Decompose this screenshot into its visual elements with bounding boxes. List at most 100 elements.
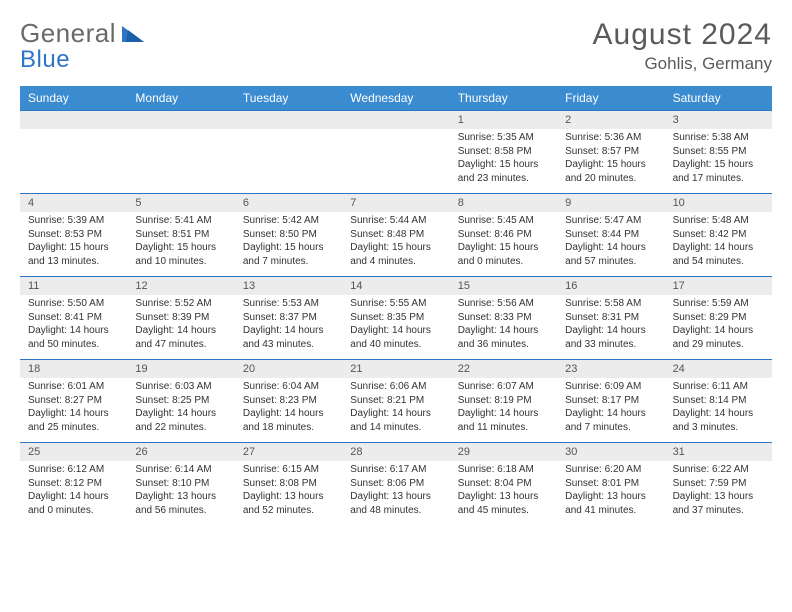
sunrise-text: Sunrise: 6:04 AM <box>243 380 334 394</box>
sunset-text: Sunset: 8:10 PM <box>135 477 226 491</box>
logo-triangle-icon <box>122 24 144 47</box>
daylight-text: Daylight: 14 hours and 40 minutes. <box>350 324 441 351</box>
day-cell: Sunrise: 6:06 AMSunset: 8:21 PMDaylight:… <box>342 378 449 442</box>
day-cell: Sunrise: 6:09 AMSunset: 8:17 PMDaylight:… <box>557 378 664 442</box>
sunrise-text: Sunrise: 6:20 AM <box>565 463 656 477</box>
day-number: 28 <box>342 443 449 461</box>
sunset-text: Sunset: 8:29 PM <box>673 311 764 325</box>
sunrise-text: Sunrise: 6:22 AM <box>673 463 764 477</box>
day-number <box>342 111 449 129</box>
day-cell <box>127 129 234 193</box>
day-cell: Sunrise: 6:04 AMSunset: 8:23 PMDaylight:… <box>235 378 342 442</box>
day-cell: Sunrise: 5:59 AMSunset: 8:29 PMDaylight:… <box>665 295 772 359</box>
sunrise-text: Sunrise: 6:18 AM <box>458 463 549 477</box>
sunrise-text: Sunrise: 6:12 AM <box>28 463 119 477</box>
sunset-text: Sunset: 8:21 PM <box>350 394 441 408</box>
sunrise-text: Sunrise: 5:59 AM <box>673 297 764 311</box>
data-row: Sunrise: 5:39 AMSunset: 8:53 PMDaylight:… <box>20 212 772 276</box>
day-number: 13 <box>235 277 342 295</box>
sunrise-text: Sunrise: 5:50 AM <box>28 297 119 311</box>
day-cell: Sunrise: 5:47 AMSunset: 8:44 PMDaylight:… <box>557 212 664 276</box>
header: General August 2024 Gohlis, Germany <box>20 18 772 74</box>
day-number: 21 <box>342 360 449 378</box>
day-number: 23 <box>557 360 664 378</box>
day-number <box>20 111 127 129</box>
daylight-text: Daylight: 15 hours and 7 minutes. <box>243 241 334 268</box>
daylight-text: Daylight: 15 hours and 23 minutes. <box>458 158 549 185</box>
sunset-text: Sunset: 8:46 PM <box>458 228 549 242</box>
data-row: Sunrise: 6:12 AMSunset: 8:12 PMDaylight:… <box>20 461 772 525</box>
sunrise-text: Sunrise: 5:38 AM <box>673 131 764 145</box>
day-number: 6 <box>235 194 342 212</box>
logo-sub: Blue <box>20 46 70 74</box>
daylight-text: Daylight: 14 hours and 14 minutes. <box>350 407 441 434</box>
sunrise-text: Sunrise: 6:09 AM <box>565 380 656 394</box>
data-row: Sunrise: 6:01 AMSunset: 8:27 PMDaylight:… <box>20 378 772 442</box>
daynum-row: 123 <box>20 110 772 129</box>
daylight-text: Daylight: 15 hours and 13 minutes. <box>28 241 119 268</box>
location: Gohlis, Germany <box>593 54 772 74</box>
day-number: 7 <box>342 194 449 212</box>
sunset-text: Sunset: 8:44 PM <box>565 228 656 242</box>
dow-header: Wednesday <box>342 86 449 110</box>
sunset-text: Sunset: 8:41 PM <box>28 311 119 325</box>
day-number: 31 <box>665 443 772 461</box>
sunset-text: Sunset: 8:04 PM <box>458 477 549 491</box>
sunrise-text: Sunrise: 5:52 AM <box>135 297 226 311</box>
day-number: 29 <box>450 443 557 461</box>
data-row: Sunrise: 5:50 AMSunset: 8:41 PM Daylight:… <box>20 295 772 359</box>
daylight-text: Daylight: 13 hours and 48 minutes. <box>350 490 441 517</box>
sunrise-text: Sunrise: 6:14 AM <box>135 463 226 477</box>
day-number: 2 <box>557 111 664 129</box>
day-cell: Sunrise: 5:38 AMSunset: 8:55 PMDaylight:… <box>665 129 772 193</box>
sunset-text: Sunset: 8:19 PM <box>458 394 549 408</box>
sunrise-text: Sunrise: 6:03 AM <box>135 380 226 394</box>
sunset-text: Sunset: 8:33 PM <box>458 311 549 325</box>
day-cell: Sunrise: 6:15 AMSunset: 8:08 PMDaylight:… <box>235 461 342 525</box>
sunset-text: Sunset: 8:27 PM <box>28 394 119 408</box>
dow-header: Monday <box>127 86 234 110</box>
sunset-text: Sunset: 8:39 PM <box>135 311 226 325</box>
daylight-text: Daylight: 15 hours and 20 minutes. <box>565 158 656 185</box>
day-number: 3 <box>665 111 772 129</box>
logo-text-left: General <box>20 18 116 49</box>
day-number: 17 <box>665 277 772 295</box>
day-number: 25 <box>20 443 127 461</box>
sunrise-text: Sunrise: 5:55 AM <box>350 297 441 311</box>
daynum-row: 11121314151617 <box>20 276 772 295</box>
dow-header-row: SundayMondayTuesdayWednesdayThursdayFrid… <box>20 86 772 110</box>
day-cell: Sunrise: 6:17 AMSunset: 8:06 PMDaylight:… <box>342 461 449 525</box>
daylight-text: Daylight: 14 hours and 43 minutes. <box>243 324 334 351</box>
daynum-row: 18192021222324 <box>20 359 772 378</box>
day-cell <box>235 129 342 193</box>
day-cell: Sunrise: 5:36 AMSunset: 8:57 PMDaylight:… <box>557 129 664 193</box>
day-cell: Sunrise: 5:50 AMSunset: 8:41 PMDaylight:… <box>20 295 127 359</box>
sunset-text: Sunset: 8:17 PM <box>565 394 656 408</box>
day-number: 18 <box>20 360 127 378</box>
dow-header: Friday <box>557 86 664 110</box>
daylight-text: Daylight: 15 hours and 0 minutes. <box>458 241 549 268</box>
day-number: 8 <box>450 194 557 212</box>
daylight-text: Daylight: 14 hours and 7 minutes. <box>565 407 656 434</box>
day-cell: Sunrise: 6:01 AMSunset: 8:27 PMDaylight:… <box>20 378 127 442</box>
sunset-text: Sunset: 8:42 PM <box>673 228 764 242</box>
day-number <box>235 111 342 129</box>
daylight-text: Daylight: 13 hours and 45 minutes. <box>458 490 549 517</box>
sunset-text: Sunset: 8:58 PM <box>458 145 549 159</box>
calendar-page: General August 2024 Gohlis, Germany Blue… <box>0 0 792 535</box>
daylight-text: Daylight: 14 hours and 29 minutes. <box>673 324 764 351</box>
daylight-text: Daylight: 14 hours and 33 minutes. <box>565 324 656 351</box>
day-cell: Sunrise: 6:22 AMSunset: 7:59 PMDaylight:… <box>665 461 772 525</box>
day-cell <box>20 129 127 193</box>
sunset-text: Sunset: 8:23 PM <box>243 394 334 408</box>
day-number: 15 <box>450 277 557 295</box>
sunrise-text: Sunrise: 5:45 AM <box>458 214 549 228</box>
sunrise-text: Sunrise: 5:47 AM <box>565 214 656 228</box>
day-number: 24 <box>665 360 772 378</box>
sunset-text: Sunset: 8:06 PM <box>350 477 441 491</box>
logo-text-right: Blue <box>20 46 70 73</box>
sunset-text: Sunset: 8:48 PM <box>350 228 441 242</box>
daylight-text: Daylight: 13 hours and 56 minutes. <box>135 490 226 517</box>
day-cell: Sunrise: 6:20 AMSunset: 8:01 PMDaylight:… <box>557 461 664 525</box>
sunrise-text: Sunrise: 5:53 AM <box>243 297 334 311</box>
